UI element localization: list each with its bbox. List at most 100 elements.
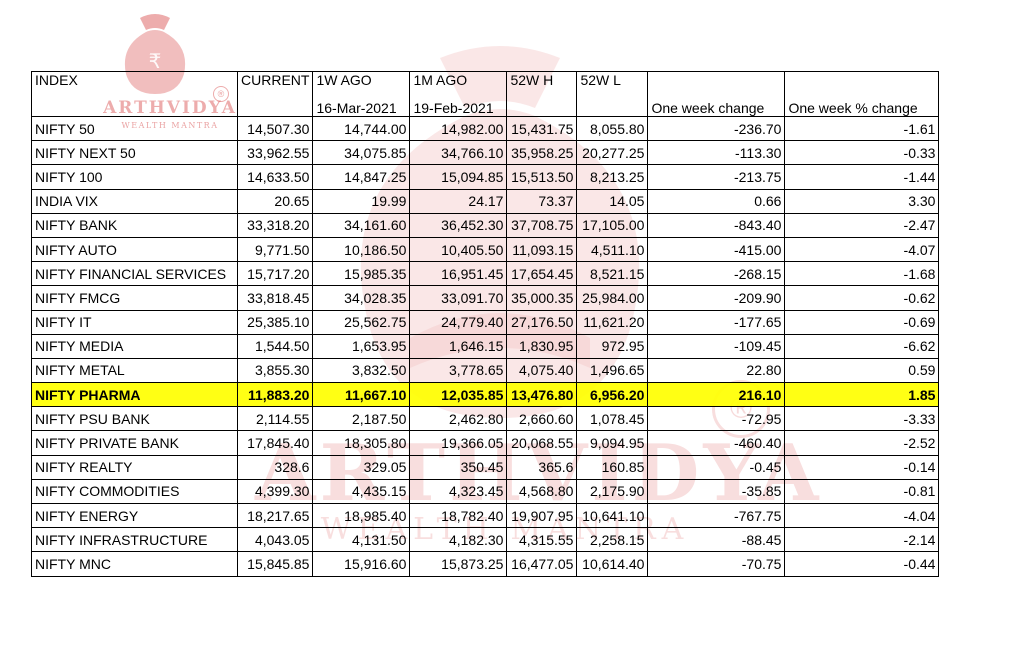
header-52w-high: 52W H	[506, 71, 578, 94]
cell-week-change: -0.45	[647, 454, 786, 480]
header-week-change: One week change	[647, 94, 786, 117]
cell-week-pct: 0.59	[784, 357, 940, 384]
cell-1m-ago: 16,951.45	[409, 261, 508, 287]
table-row: NIFTY AUTO 9,771.50 10,186.50 10,405.50 11,0…	[31, 236, 940, 263]
header-row-dates: 16-Mar-2021 19-Feb-2021 One week change …	[31, 94, 940, 117]
cell-index: NIFTY REALTY	[31, 454, 238, 480]
cell-week-pct: -1.44	[784, 164, 940, 190]
table-row: NIFTY IT 25,385.10 25,562.75 24,779.40 27,17…	[31, 309, 940, 335]
cell-52w-high: 35,958.25	[506, 140, 578, 166]
cell-1m-ago: 24,779.40	[409, 309, 508, 335]
header-index-cont	[31, 94, 238, 117]
cell-current: 3,855.30	[236, 357, 314, 384]
cell-1w-ago: 19.99	[312, 188, 411, 214]
cell-index: NIFTY 100	[31, 164, 238, 190]
header-week-pct-top	[784, 71, 940, 94]
cell-52w-low: 8,055.80	[576, 115, 649, 142]
cell-week-change: -177.65	[647, 309, 786, 335]
cell-52w-high: 4,315.55	[506, 527, 578, 553]
cell-week-change: -35.85	[647, 478, 786, 505]
cell-1m-ago: 33,091.70	[409, 285, 508, 311]
cell-1m-ago: 19,366.05	[409, 430, 508, 456]
cell-1w-ago: 1,653.95	[312, 333, 411, 359]
cell-index: NIFTY INFRASTRUCTURE	[31, 527, 238, 553]
cell-1w-ago: 3,832.50	[312, 357, 411, 384]
table-row: NIFTY INFRASTRUCTURE 4,043.05 4,131.50 4,18…	[31, 527, 940, 553]
table-row: NIFTY MNC 15,845.85 15,916.60 15,873.25 16,4…	[31, 551, 940, 577]
cell-index: NIFTY 50	[31, 115, 238, 142]
cell-1w-ago: 4,435.15	[312, 478, 411, 505]
cell-52w-high: 4,568.80	[506, 478, 578, 505]
cell-week-change: -843.40	[647, 212, 786, 238]
header-1w-ago: 1W AGO	[312, 71, 411, 94]
cell-1w-ago: 25,562.75	[312, 309, 411, 335]
cell-index: NIFTY PRIVATE BANK	[31, 430, 238, 456]
cell-52w-high: 15,513.50	[506, 164, 578, 190]
cell-index: NIFTY MEDIA	[31, 333, 238, 359]
cell-current: 328.6	[236, 454, 314, 480]
header-1m-ago: 1M AGO	[409, 71, 508, 94]
cell-52w-high: 365.6	[506, 454, 578, 480]
cell-week-change: -268.15	[647, 261, 786, 287]
cell-current: 15,717.20	[236, 261, 314, 287]
cell-current: 25,385.10	[236, 309, 314, 335]
cell-1w-ago: 14,744.00	[312, 115, 411, 142]
table-row: NIFTY FMCG 33,818.45 34,028.35 33,091.70 35,…	[31, 285, 940, 311]
cell-52w-high: 20,068.55	[506, 430, 578, 456]
cell-week-change: -70.75	[647, 551, 786, 577]
cell-52w-high: 73.37	[506, 188, 578, 214]
cell-current: 4,399.30	[236, 478, 314, 505]
cell-52w-low: 160.85	[576, 454, 649, 480]
cell-52w-low: 8,213.25	[576, 164, 649, 190]
cell-week-pct: -0.62	[784, 285, 940, 311]
cell-index: NIFTY ENERGY	[31, 502, 238, 529]
cell-52w-high: 4,075.40	[506, 357, 578, 384]
cell-current: 33,962.55	[236, 140, 314, 166]
table-row: NIFTY PHARMA 11,883.20 11,667.10 12,035.85 1…	[31, 382, 940, 408]
cell-week-pct: -2.52	[784, 430, 940, 456]
cell-current: 18,217.65	[236, 502, 314, 529]
cell-1m-ago: 24.17	[409, 188, 508, 214]
header-index: INDEX	[31, 71, 238, 94]
cell-week-pct: -0.69	[784, 309, 940, 335]
cell-52w-high: 37,708.75	[506, 212, 578, 238]
cell-index: NIFTY COMMODITIES	[31, 478, 238, 505]
cell-index: NIFTY METAL	[31, 357, 238, 384]
cell-current: 15,845.85	[236, 551, 314, 577]
cell-week-pct: -6.62	[784, 333, 940, 359]
cell-week-change: -415.00	[647, 236, 786, 263]
cell-week-change: -209.90	[647, 285, 786, 311]
cell-52w-low: 6,956.20	[576, 382, 649, 408]
cell-current: 20.65	[236, 188, 314, 214]
table-row: NIFTY PRIVATE BANK 17,845.40 18,305.80 19,3…	[31, 430, 940, 456]
header-week-change-top	[647, 71, 786, 94]
header-52w-high-cont	[506, 94, 578, 117]
cell-52w-low: 20,277.25	[576, 140, 649, 166]
cell-52w-low: 2,175.90	[576, 478, 649, 505]
cell-1w-ago: 34,161.60	[312, 212, 411, 238]
cell-1w-ago: 34,028.35	[312, 285, 411, 311]
index-table: INDEX CURRENT 1W AGO 1M AGO 52W H 52W L …	[31, 71, 940, 577]
cell-week-pct: -0.14	[784, 454, 940, 480]
cell-1w-ago: 4,131.50	[312, 527, 411, 553]
cell-week-pct: -4.04	[784, 502, 940, 529]
table-row: NIFTY 50 14,507.30 14,744.00 14,982.00 15,43…	[31, 115, 940, 142]
cell-1w-ago: 34,075.85	[312, 140, 411, 166]
cell-current: 14,633.50	[236, 164, 314, 190]
cell-52w-low: 4,511.10	[576, 236, 649, 263]
header-row: INDEX CURRENT 1W AGO 1M AGO 52W H 52W L	[31, 71, 940, 94]
cell-1w-ago: 15,916.60	[312, 551, 411, 577]
cell-52w-high: 2,660.60	[506, 406, 578, 432]
cell-index: NIFTY MNC	[31, 551, 238, 577]
cell-current: 4,043.05	[236, 527, 314, 553]
cell-week-change: -72.95	[647, 406, 786, 432]
cell-1m-ago: 350.45	[409, 454, 508, 480]
table-row: NIFTY METAL 3,855.30 3,832.50 3,778.65 4,075…	[31, 357, 940, 384]
cell-index: NIFTY AUTO	[31, 236, 238, 263]
cell-week-pct: -0.33	[784, 140, 940, 166]
cell-index: NIFTY BANK	[31, 212, 238, 238]
cell-1w-ago: 2,187.50	[312, 406, 411, 432]
table-row: NIFTY NEXT 50 33,962.55 34,075.85 34,766.10…	[31, 140, 940, 166]
cell-week-change: 22.80	[647, 357, 786, 384]
cell-52w-high: 11,093.15	[506, 236, 578, 263]
